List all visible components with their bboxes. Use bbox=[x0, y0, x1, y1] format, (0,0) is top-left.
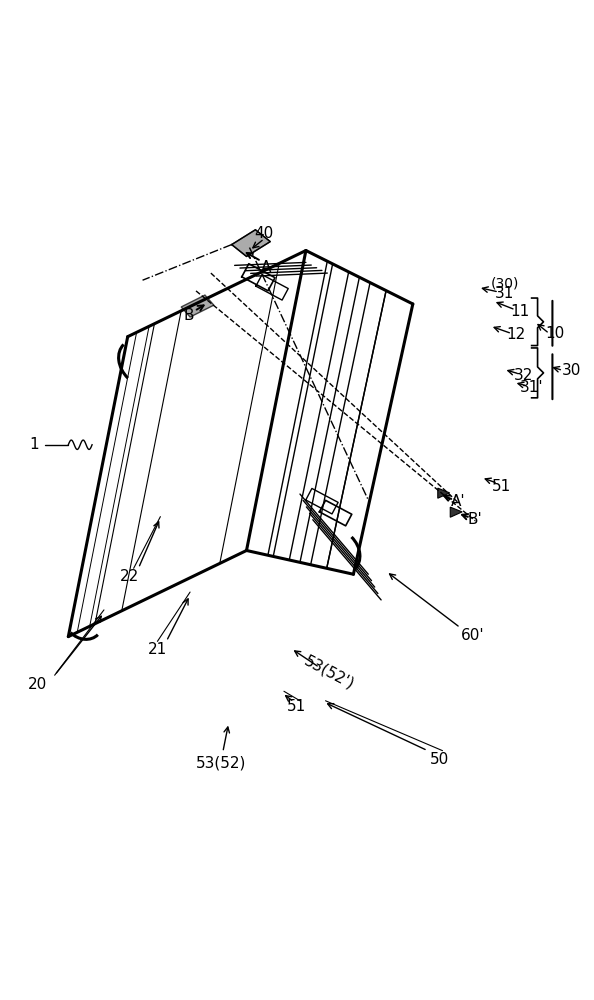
Text: 40: 40 bbox=[255, 226, 274, 241]
Text: 51: 51 bbox=[492, 479, 511, 494]
Text: 11: 11 bbox=[510, 304, 529, 319]
Text: A': A' bbox=[451, 494, 466, 509]
Text: 31: 31 bbox=[495, 286, 514, 301]
Text: 30: 30 bbox=[562, 363, 581, 378]
Text: 50: 50 bbox=[430, 752, 449, 767]
Text: 53(52'): 53(52') bbox=[302, 653, 358, 692]
Polygon shape bbox=[438, 488, 450, 498]
Polygon shape bbox=[232, 230, 270, 256]
Text: 22: 22 bbox=[120, 569, 139, 584]
Text: 31': 31' bbox=[520, 380, 544, 395]
Text: 51: 51 bbox=[287, 699, 307, 714]
Text: 32: 32 bbox=[514, 368, 533, 383]
Text: B: B bbox=[184, 308, 194, 323]
Text: 21: 21 bbox=[148, 642, 167, 657]
Text: 20: 20 bbox=[28, 677, 47, 692]
Text: 60': 60' bbox=[460, 628, 484, 643]
Text: (30): (30) bbox=[491, 276, 519, 290]
Text: 12: 12 bbox=[506, 327, 525, 342]
Text: B': B' bbox=[468, 512, 482, 527]
Text: 10: 10 bbox=[546, 326, 565, 341]
Polygon shape bbox=[181, 295, 214, 317]
Polygon shape bbox=[450, 507, 462, 517]
Text: 1: 1 bbox=[30, 437, 39, 452]
Text: 53(52): 53(52) bbox=[196, 755, 246, 770]
Text: A: A bbox=[261, 260, 271, 275]
